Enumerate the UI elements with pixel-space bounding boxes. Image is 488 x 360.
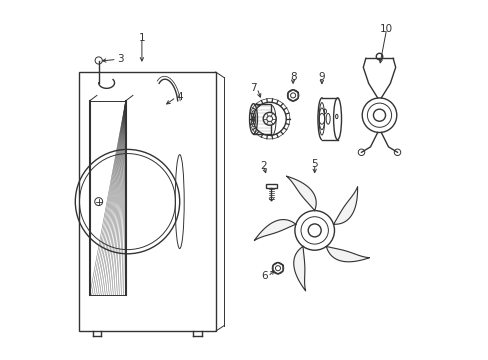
Text: 9: 9 bbox=[318, 72, 325, 82]
Polygon shape bbox=[293, 246, 305, 291]
Ellipse shape bbox=[266, 105, 275, 136]
Circle shape bbox=[263, 112, 276, 125]
Ellipse shape bbox=[317, 98, 325, 140]
Bar bbox=[79, 72, 215, 331]
Ellipse shape bbox=[249, 104, 257, 134]
Bar bbox=[253, 104, 271, 134]
Text: 7: 7 bbox=[250, 83, 257, 93]
Text: 3: 3 bbox=[117, 54, 123, 64]
Polygon shape bbox=[254, 220, 295, 240]
Polygon shape bbox=[286, 176, 316, 211]
Text: 4: 4 bbox=[176, 92, 183, 102]
Text: 2: 2 bbox=[260, 161, 266, 171]
Text: 6: 6 bbox=[261, 271, 267, 282]
Polygon shape bbox=[333, 187, 357, 224]
Bar bbox=[321, 98, 337, 140]
Polygon shape bbox=[325, 246, 369, 262]
Text: 1: 1 bbox=[138, 33, 145, 43]
Text: 5: 5 bbox=[311, 159, 317, 169]
Ellipse shape bbox=[333, 98, 341, 140]
Text: 8: 8 bbox=[289, 72, 296, 82]
Bar bbox=[266, 184, 276, 188]
Bar bbox=[89, 101, 125, 295]
Text: 10: 10 bbox=[379, 24, 392, 34]
